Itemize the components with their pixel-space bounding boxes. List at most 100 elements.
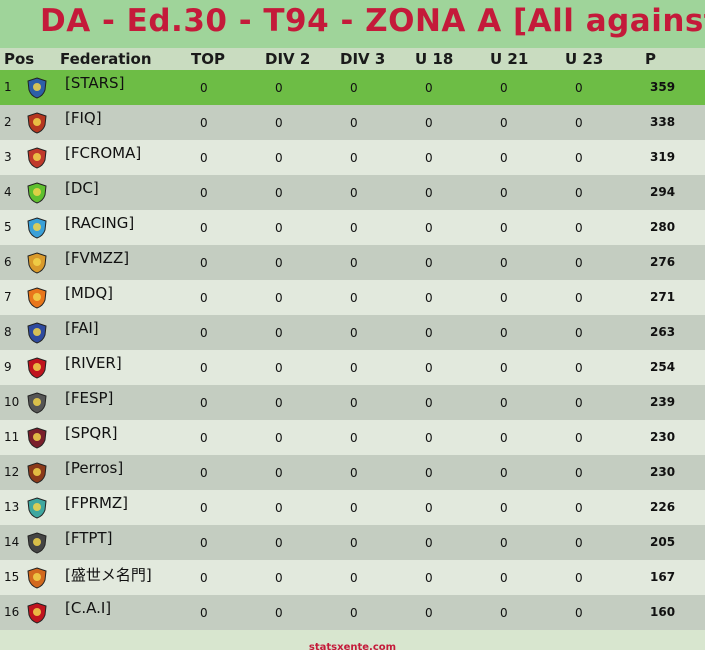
total-points: 294 — [650, 185, 676, 199]
federation-name[interactable]: [C.A.I] — [65, 599, 112, 617]
score-div3: 0 — [350, 291, 358, 305]
table-row[interactable]: 3 [FCROMA] 0 0 0 0 0 0 319 — [0, 140, 705, 175]
score-top: 0 — [200, 291, 208, 305]
table-row[interactable]: 6 [FVMZZ] 0 0 0 0 0 0 276 — [0, 245, 705, 280]
table-row[interactable]: 1 [STARS] 0 0 0 0 0 0 359 — [0, 70, 705, 105]
table-row[interactable]: 8 [FAI] 0 0 0 0 0 0 263 — [0, 315, 705, 350]
score-u18: 0 — [425, 221, 433, 235]
header-pos[interactable]: Pos — [4, 50, 35, 68]
racing-badge-icon — [24, 215, 50, 241]
score-u18: 0 — [425, 536, 433, 550]
table-row[interactable]: 5 [RACING] 0 0 0 0 0 0 280 — [0, 210, 705, 245]
total-points: 160 — [650, 605, 676, 619]
row-position: 15 — [4, 570, 20, 584]
score-div2: 0 — [275, 221, 283, 235]
row-position: 6 — [4, 255, 12, 269]
federation-name[interactable]: [FCROMA] — [65, 144, 142, 162]
score-top: 0 — [200, 256, 208, 270]
total-points: 359 — [650, 80, 676, 94]
federation-name[interactable]: [FVMZZ] — [65, 249, 130, 267]
score-div2: 0 — [275, 536, 283, 550]
federation-name[interactable]: [FIQ] — [65, 109, 102, 127]
score-top: 0 — [200, 466, 208, 480]
score-u21: 0 — [500, 606, 508, 620]
score-top: 0 — [200, 186, 208, 200]
globe-badge-icon — [24, 495, 50, 521]
footer: statsxente.com — [0, 630, 705, 650]
row-position: 14 — [4, 535, 20, 549]
score-u21: 0 — [500, 186, 508, 200]
table-row[interactable]: 10 [FESP] 0 0 0 0 0 0 239 — [0, 385, 705, 420]
score-top: 0 — [200, 81, 208, 95]
row-position: 8 — [4, 325, 12, 339]
header-top[interactable]: TOP — [191, 50, 225, 68]
federation-name[interactable]: [RIVER] — [65, 354, 122, 372]
score-u23: 0 — [575, 186, 583, 200]
score-div2: 0 — [275, 326, 283, 340]
score-u21: 0 — [500, 291, 508, 305]
score-u21: 0 — [500, 466, 508, 480]
score-u18: 0 — [425, 501, 433, 515]
table-row[interactable]: 13 [FPRMZ] 0 0 0 0 0 0 226 — [0, 490, 705, 525]
total-points: 280 — [650, 220, 676, 234]
federation-name[interactable]: [FTPT] — [65, 529, 113, 547]
score-div3: 0 — [350, 116, 358, 130]
score-u21: 0 — [500, 221, 508, 235]
federation-name[interactable]: [FESP] — [65, 389, 114, 407]
federation-name[interactable]: [FPRMZ] — [65, 494, 129, 512]
score-top: 0 — [200, 431, 208, 445]
federation-name[interactable]: [RACING] — [65, 214, 135, 232]
row-position: 13 — [4, 500, 20, 514]
score-div3: 0 — [350, 256, 358, 270]
footer-link[interactable]: statsxente.com — [308, 642, 397, 650]
table-row[interactable]: 16 [C.A.I] 0 0 0 0 0 0 160 — [0, 595, 705, 630]
total-points: 276 — [650, 255, 676, 269]
sunset-emblem-icon — [24, 285, 50, 311]
score-u21: 0 — [500, 116, 508, 130]
score-div2: 0 — [275, 606, 283, 620]
score-u23: 0 — [575, 571, 583, 585]
federation-name[interactable]: [STARS] — [65, 74, 125, 92]
score-u21: 0 — [500, 326, 508, 340]
header-points[interactable]: P — [645, 50, 656, 68]
score-div3: 0 — [350, 151, 358, 165]
score-u23: 0 — [575, 606, 583, 620]
score-div2: 0 — [275, 81, 283, 95]
score-u23: 0 — [575, 431, 583, 445]
table-row[interactable]: 11 [SPQR] 0 0 0 0 0 0 230 — [0, 420, 705, 455]
score-u18: 0 — [425, 256, 433, 270]
score-div3: 0 — [350, 466, 358, 480]
table-row[interactable]: 15 [盛世メ名門] 0 0 0 0 0 0 167 — [0, 560, 705, 595]
federation-name[interactable]: [SPQR] — [65, 424, 118, 442]
federation-name[interactable]: [FAI] — [65, 319, 99, 337]
rocket-crest-icon — [24, 565, 50, 591]
row-position: 16 — [4, 605, 20, 619]
score-div2: 0 — [275, 466, 283, 480]
score-div3: 0 — [350, 606, 358, 620]
total-points: 271 — [650, 290, 676, 304]
header-div2[interactable]: DIV 2 — [265, 50, 311, 68]
score-top: 0 — [200, 396, 208, 410]
federation-name[interactable]: [DC] — [65, 179, 99, 197]
header-u18[interactable]: U 18 — [415, 50, 454, 68]
table-row[interactable]: 7 [MDQ] 0 0 0 0 0 0 271 — [0, 280, 705, 315]
score-top: 0 — [200, 501, 208, 515]
row-position: 9 — [4, 360, 12, 374]
federation-name[interactable]: [盛世メ名門] — [65, 566, 152, 584]
table-row[interactable]: 12 [Perros] 0 0 0 0 0 0 230 — [0, 455, 705, 490]
score-div3: 0 — [350, 81, 358, 95]
header-u23[interactable]: U 23 — [565, 50, 604, 68]
page-title: DA - Ed.30 - T94 - ZONA A [All against a… — [40, 3, 705, 39]
table-row[interactable]: 2 [FIQ] 0 0 0 0 0 0 338 — [0, 105, 705, 140]
score-u18: 0 — [425, 186, 433, 200]
header-federation[interactable]: Federation — [60, 50, 152, 68]
score-top: 0 — [200, 116, 208, 130]
federation-name[interactable]: [MDQ] — [65, 284, 114, 302]
table-row[interactable]: 4 [DC] 0 0 0 0 0 0 294 — [0, 175, 705, 210]
header-div3[interactable]: DIV 3 — [340, 50, 386, 68]
score-u21: 0 — [500, 571, 508, 585]
table-row[interactable]: 9 [RIVER] 0 0 0 0 0 0 254 — [0, 350, 705, 385]
table-row[interactable]: 14 [FTPT] 0 0 0 0 0 0 205 — [0, 525, 705, 560]
federation-name[interactable]: [Perros] — [65, 459, 124, 477]
header-u21[interactable]: U 21 — [490, 50, 529, 68]
